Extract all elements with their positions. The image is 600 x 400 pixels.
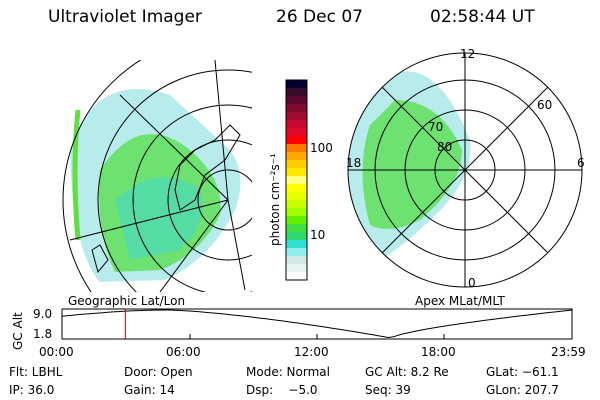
colorbar-unit-label: photon cm⁻²s⁻¹ (268, 153, 282, 246)
colorbar-swatch (286, 248, 307, 257)
date-label: 26 Dec 07 (276, 7, 363, 27)
aurora-oval-band (72, 109, 81, 241)
colorbar-tick-100: 100 (310, 141, 333, 155)
colorbar-swatch (286, 208, 307, 217)
xtick-2359: 23:59 (551, 345, 586, 359)
xtick-0000: 00:00 (39, 345, 74, 359)
lat-lon-grid (62, 60, 252, 292)
altitude-ytick-min: 1.8 (33, 327, 53, 341)
time-label: 02:58:44 UT (430, 7, 535, 27)
status-filter: Flt: LBHL (9, 365, 63, 379)
altitude-x-ticks (189, 334, 445, 339)
status-mode: Mode: Normal (246, 365, 330, 379)
colorbar-swatch (286, 96, 307, 105)
colorbar-swatch (286, 104, 307, 113)
colorbar-swatch (286, 160, 307, 169)
colorbar (286, 80, 307, 281)
colorbar-swatch (286, 112, 307, 121)
colorbar-frame (285, 79, 308, 281)
colorbar-swatch (286, 192, 307, 201)
colorbar-swatch (286, 120, 307, 129)
xtick-1800: 18:00 (421, 345, 456, 359)
status-door: Door: Open (124, 365, 193, 379)
geographic-map (62, 60, 252, 292)
altitude-ylabel: GC Alt (11, 312, 25, 350)
mlat-label-80: 80 (437, 140, 453, 154)
status-gain: Gain: 14 (124, 383, 175, 397)
altitude-ytick-max: 9.0 (33, 307, 53, 321)
status-glon: GLon: 207.7 (486, 383, 559, 397)
colorbar-swatch (286, 264, 307, 273)
colorbar-swatch (286, 272, 307, 281)
mlat-label-70: 70 (428, 120, 444, 134)
mlat-mlt-grid (347, 52, 583, 288)
colorbar-swatch (286, 224, 307, 233)
colorbar-swatch (286, 184, 307, 193)
xtick-1200: 12:00 (294, 345, 329, 359)
colorbar-swatch (286, 256, 307, 265)
geographic-panel-label: Geographic Lat/Lon (68, 294, 186, 308)
colorbar-tick-10: 10 (310, 228, 326, 242)
status-gc-alt: GC Alt: 8.2 Re (365, 365, 449, 379)
colorbar-swatch (286, 144, 307, 153)
mlat-label-60: 60 (537, 98, 553, 112)
colorbar-swatch (286, 176, 307, 185)
mlt-label-18: 18 (346, 156, 362, 170)
colorbar-swatch (286, 240, 307, 249)
colorbar-swatch (286, 136, 307, 145)
colorbar-swatch (286, 232, 307, 241)
colorbar-swatch (286, 168, 307, 177)
coastline (174, 124, 241, 211)
mlt-label-12: 12 (460, 47, 476, 61)
instrument-title: Ultraviolet Imager (48, 7, 202, 27)
mlt-label-0: 0 (468, 276, 476, 290)
colorbar-swatch (286, 200, 307, 209)
colorbar-swatch (286, 88, 307, 97)
colorbar-swatch (286, 128, 307, 137)
colorbar-swatch (286, 216, 307, 225)
magnetic-panel-label: Apex MLat/MLT (415, 294, 505, 308)
status-dsp: Dsp: −5.0 (246, 383, 318, 397)
colorbar-swatch (286, 80, 307, 89)
status-ip: IP: 36.0 (9, 383, 55, 397)
status-seq: Seq: 39 (365, 383, 411, 397)
mlt-label-6: 6 (577, 156, 585, 170)
colorbar-swatch (286, 152, 307, 161)
xtick-0600: 06:00 (166, 345, 201, 359)
altitude-curve (61, 309, 573, 339)
status-glat: GLat: −61.1 (486, 365, 559, 379)
magnetic-polar-plot (347, 52, 583, 288)
